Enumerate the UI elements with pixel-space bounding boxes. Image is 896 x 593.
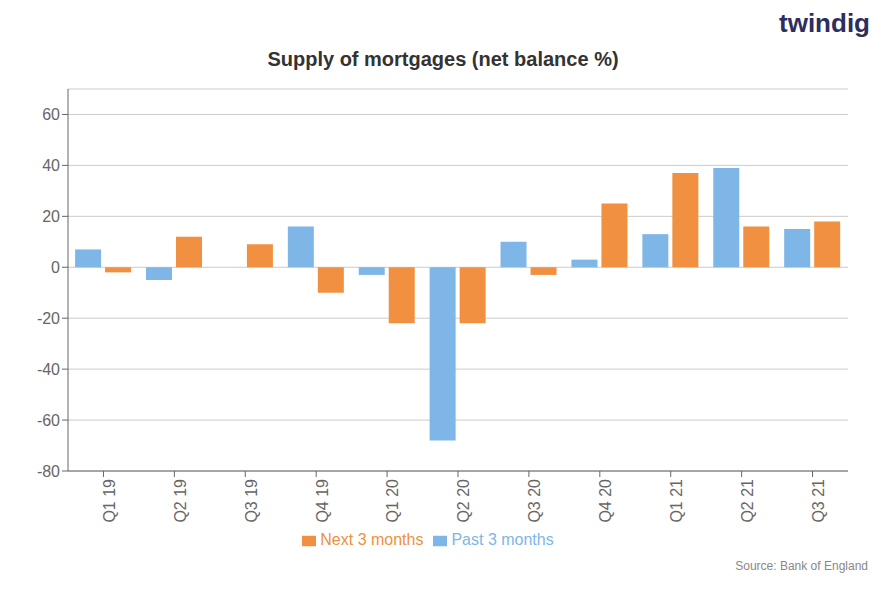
html-text:Source: Bank of England: Source: Bank of England [735,559,868,573]
svg-text:Q2 21: Q2 21 [739,479,756,523]
svg-text:-60: -60 [37,412,60,429]
svg-text:Q3 20: Q3 20 [526,479,543,523]
svg-text:-20: -20 [37,310,60,327]
svg-text:Q2 20: Q2 20 [455,479,472,523]
svg-text:60: 60 [42,106,60,123]
svg-text:Q2 19: Q2 19 [172,479,189,523]
svg-text:Q1 21: Q1 21 [668,479,685,523]
svg-text:Q1 19: Q1 19 [101,479,118,523]
html-text:Supply of mortgages (net balan: Supply of mortgages (net balance %) [267,48,619,70]
svg-text:40: 40 [42,157,60,174]
html-text:Next 3 months: Next 3 months [320,531,424,548]
svg-text:20: 20 [42,208,60,225]
svg-text:Q4 20: Q4 20 [597,479,614,523]
svg-text:Q3 19: Q3 19 [243,479,260,523]
html-text:Past 3 months: Past 3 months [451,531,554,548]
svg-text:Q3 21: Q3 21 [810,479,827,523]
svg-text:-40: -40 [37,361,60,378]
html-text:twindig: twindig [779,8,870,38]
svg-text:-80: -80 [37,463,60,480]
svg-text:Q1 20: Q1 20 [384,479,401,523]
svg-text:Q4 19: Q4 19 [314,479,331,523]
svg-text:0: 0 [51,259,60,276]
